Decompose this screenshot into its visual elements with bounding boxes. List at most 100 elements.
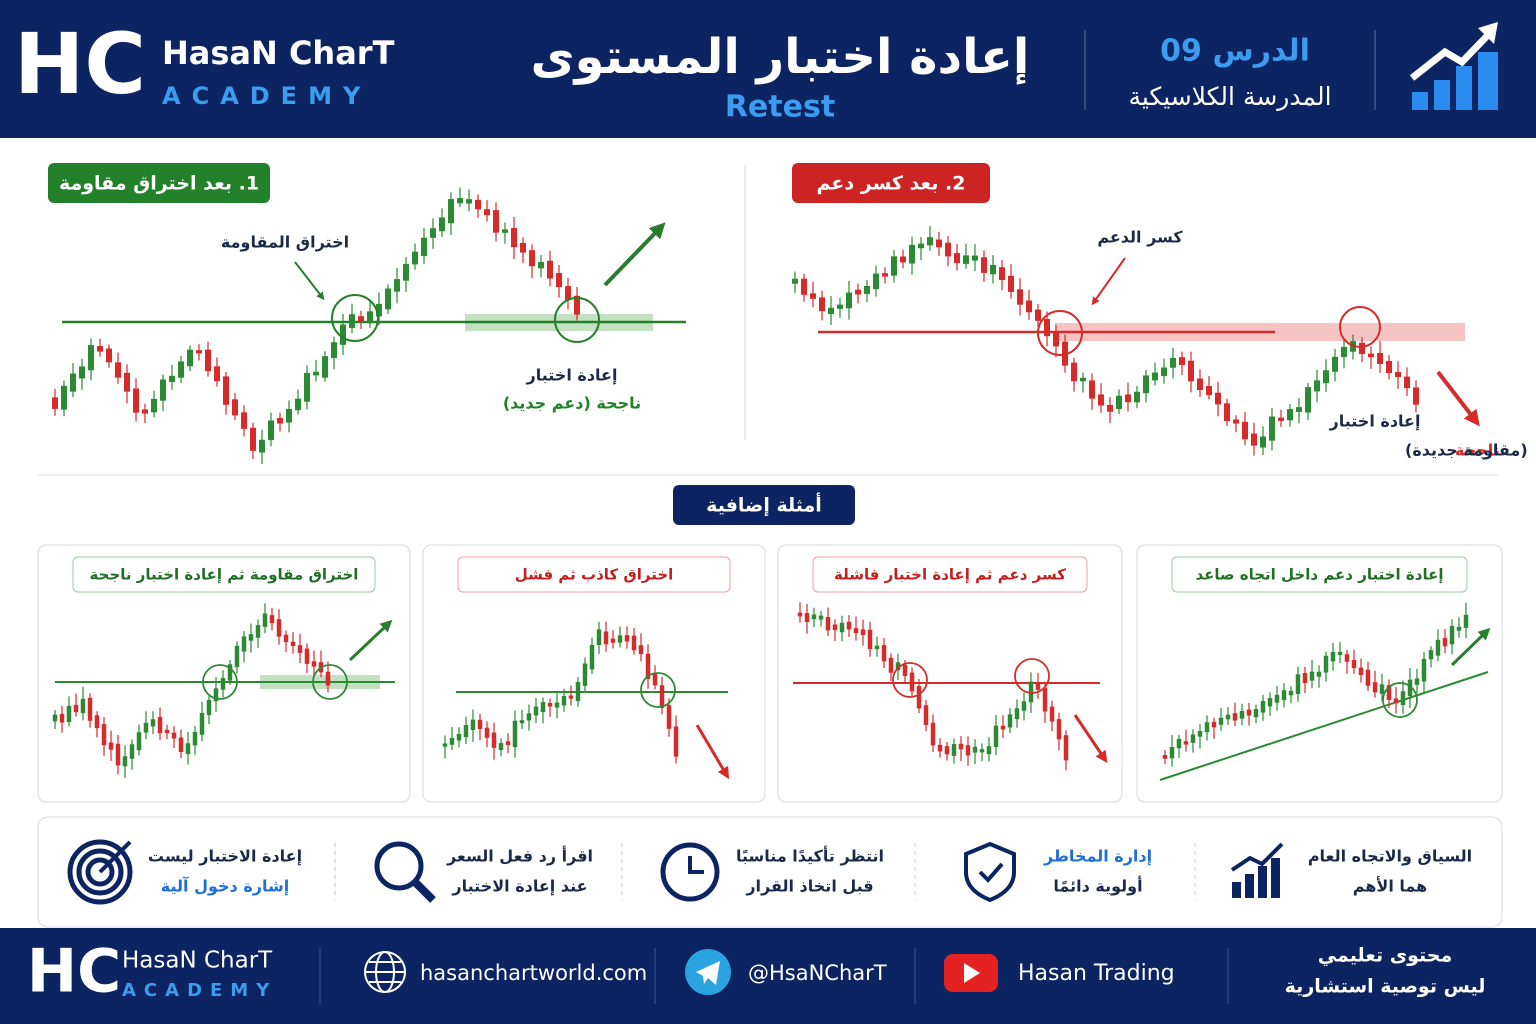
candle [1351,659,1357,669]
candle [589,644,595,670]
card-title: كسر دعم ثم إعادة اختبار فاشلة [834,566,1066,584]
candle [262,613,268,627]
candle [972,746,978,753]
candle [88,345,94,371]
annotation: ناجحة [1455,441,1500,460]
dart [98,840,132,874]
candle [954,253,960,264]
candle [1007,714,1013,728]
youtube[interactable]: Hasan Trading [1018,961,1175,986]
candle [205,349,211,372]
candle [666,705,672,729]
candle [855,289,861,295]
candle [1463,614,1469,628]
candle [124,372,130,392]
check [978,862,1004,883]
tip-text: عند إعادة الاختبار [451,877,587,896]
candle [846,292,852,309]
candle [529,250,535,267]
candle [511,227,517,248]
telegram[interactable]: @HsaNCharT [748,961,887,985]
tip-text: أولوية دائمًا [1053,876,1142,896]
candle [819,297,825,312]
candle [304,648,310,664]
title: إعادة اختبار المستوى [531,29,1030,85]
candle [313,371,319,376]
candle [804,612,810,623]
card-title: اختراق كاذب ثم فشل [515,566,674,584]
lens [374,841,424,891]
candle [652,673,658,686]
candle [1233,419,1239,424]
candle [945,242,951,257]
candle [214,366,220,382]
candle [825,617,831,631]
candle [1170,357,1176,368]
candle [1260,436,1266,448]
candle [457,198,463,204]
candle [1330,652,1336,662]
globe-icon [364,951,406,993]
candle [993,725,999,747]
candle [1021,701,1027,711]
candle [1116,395,1122,409]
candle [1281,690,1287,701]
candle [533,706,539,716]
candle [1407,679,1413,697]
candle [187,349,193,367]
candle [491,732,497,748]
candle [151,398,157,413]
candle [1372,682,1378,693]
academy: ACADEMY [122,980,277,1001]
shield [964,841,1016,903]
candle [376,303,382,317]
candle [902,664,908,676]
tip-icon [67,839,133,905]
candle [881,645,887,662]
candle [269,615,275,624]
candle [1332,356,1338,372]
youtube-icon [944,954,998,992]
candle [1056,719,1062,740]
level-line [1159,671,1489,781]
handle [412,879,436,903]
candle [1042,687,1048,712]
candle [1449,626,1455,645]
candle [853,628,859,634]
candle [895,662,901,671]
candle [421,237,427,257]
tip-icon [1230,842,1284,898]
candle [477,719,483,729]
candle [463,725,469,738]
candle [1253,709,1259,718]
candle [122,756,128,767]
note: محتوى تعليمي [1318,945,1452,967]
candle [810,293,816,299]
candle [520,242,526,253]
hands [688,856,704,874]
candle [331,342,337,359]
candle [1267,698,1273,707]
candle [909,672,915,692]
candle [1442,637,1448,647]
candle [1393,698,1399,704]
candle [241,636,247,652]
candle [1176,738,1182,749]
bar [1271,858,1280,898]
candle [108,742,114,750]
candle [1242,421,1248,440]
candle [937,744,943,752]
candle [70,373,76,392]
website[interactable]: hasanchartworld.com [420,961,647,985]
candle [963,255,969,264]
candle [981,257,987,273]
telegram-icon [685,949,731,995]
circle [202,664,238,700]
annotation: إعادة اختبار [526,366,618,385]
candle [596,629,602,646]
candle [1143,375,1149,394]
candle [1239,710,1245,719]
candle [561,696,567,706]
card-title: اختراق مقاومة ثم إعادة اختبار ناجحة [90,566,359,584]
